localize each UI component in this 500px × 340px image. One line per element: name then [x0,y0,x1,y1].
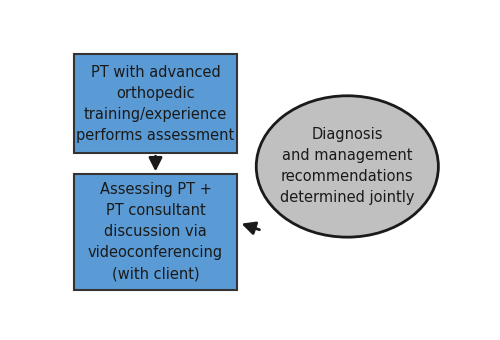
FancyBboxPatch shape [74,54,237,153]
Text: PT with advanced
orthopedic
training/experience
performs assessment: PT with advanced orthopedic training/exp… [76,65,234,143]
Text: Assessing PT +
PT consultant
discussion via
videoconferencing
(with client): Assessing PT + PT consultant discussion … [88,183,223,282]
Text: Diagnosis
and management
recommendations
determined jointly: Diagnosis and management recommendations… [280,128,414,205]
Ellipse shape [256,96,438,237]
FancyBboxPatch shape [74,174,237,290]
